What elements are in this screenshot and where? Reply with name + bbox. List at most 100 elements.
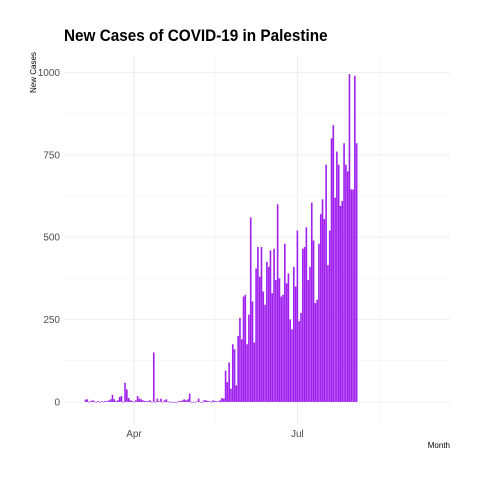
bar: [160, 398, 162, 402]
bar: [248, 314, 250, 402]
bar: [312, 240, 315, 402]
bar: [185, 400, 187, 402]
bar: [99, 401, 101, 403]
bar: [345, 164, 347, 402]
bar: [111, 394, 114, 402]
bar: [275, 280, 277, 402]
bar: [251, 301, 254, 402]
y-tick-label: 250: [43, 315, 60, 326]
bar: [341, 200, 344, 402]
bar: [115, 400, 117, 402]
bar: [328, 230, 331, 402]
y-tick-label: 0: [54, 397, 60, 408]
bar: [122, 401, 125, 403]
bar: [138, 398, 141, 402]
bar: [224, 370, 227, 402]
bar: [176, 401, 178, 403]
bar: [271, 293, 274, 402]
bar: [147, 400, 150, 402]
bar: [226, 382, 229, 402]
y-tick-label: 1000: [38, 68, 61, 79]
bar: [354, 75, 356, 402]
bar: [305, 227, 308, 402]
bar: [145, 401, 148, 402]
bar: [264, 304, 266, 402]
x-tick-label: Apr: [126, 429, 142, 440]
bar: [278, 278, 281, 402]
bar: [151, 401, 153, 403]
bar: [91, 400, 94, 402]
chart-title: New Cases of COVID-19 in Palestine: [64, 26, 328, 45]
bar: [346, 171, 349, 402]
bar: [222, 398, 225, 402]
bar: [84, 399, 87, 402]
bar: [336, 151, 338, 402]
bar: [208, 401, 211, 402]
bar: [109, 399, 112, 402]
bar: [343, 143, 345, 402]
bar: [219, 400, 222, 402]
bar: [120, 396, 123, 402]
x-axis-title: Month: [428, 441, 450, 450]
bar: [291, 329, 293, 402]
bar: [239, 317, 241, 402]
y-tick-label: 500: [43, 233, 60, 244]
bar: [242, 296, 245, 402]
bar: [246, 344, 248, 402]
bar: [231, 344, 234, 402]
bar: [237, 336, 239, 402]
bar: [253, 342, 256, 402]
bar: [314, 303, 317, 402]
bar: [215, 401, 218, 402]
x-tick-label: Jul: [291, 429, 304, 440]
bar: [355, 143, 358, 402]
bar-series: [84, 74, 358, 403]
bar: [196, 401, 198, 402]
bar: [289, 319, 292, 402]
bar: [307, 280, 309, 402]
bar: [161, 401, 164, 403]
bar: [269, 250, 272, 402]
bar: [332, 125, 335, 402]
bar: [300, 312, 302, 402]
bar: [152, 352, 155, 402]
bar: [205, 400, 207, 402]
bar: [169, 401, 171, 403]
bar: [156, 398, 159, 402]
bar: [149, 400, 151, 402]
bar: [192, 401, 195, 403]
bar: [334, 197, 336, 402]
bar: [327, 265, 329, 402]
bar: [321, 199, 324, 402]
bar: [199, 401, 202, 403]
bar: [203, 400, 205, 402]
bar: [124, 382, 126, 402]
bar: [183, 399, 186, 402]
bar: [266, 261, 268, 402]
bar: [309, 266, 311, 402]
bar: [280, 296, 283, 402]
y-tick-label: 750: [43, 150, 60, 161]
bar: [106, 401, 108, 402]
bar: [95, 401, 98, 403]
bar: [221, 397, 223, 402]
bar: [154, 401, 157, 403]
bar: [170, 401, 173, 403]
bar: [339, 205, 342, 402]
bar: [292, 266, 295, 402]
bar: [210, 401, 213, 403]
bar: [257, 247, 259, 402]
bar: [319, 214, 322, 402]
bar: [104, 400, 107, 402]
bar: [249, 217, 252, 402]
bar: [129, 400, 132, 402]
bar: [303, 247, 306, 402]
bar: [135, 400, 137, 402]
bar: [165, 399, 168, 402]
bar: [258, 276, 261, 402]
bar: [230, 388, 232, 402]
bar: [142, 400, 144, 402]
bar: [88, 401, 90, 403]
bar: [126, 389, 128, 402]
